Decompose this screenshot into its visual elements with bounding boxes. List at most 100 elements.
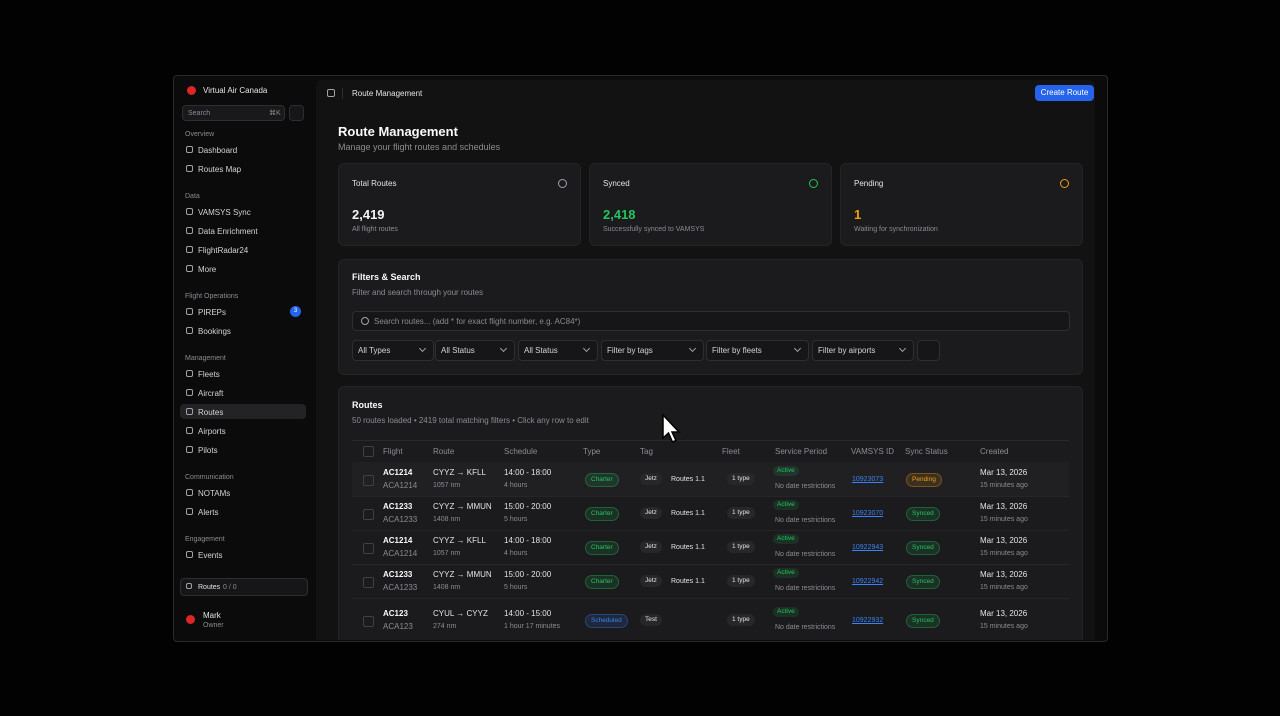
table-row[interactable] <box>352 564 1069 599</box>
column-header: Route <box>433 447 455 456</box>
row-checkbox[interactable] <box>363 509 374 520</box>
user-avatar <box>186 615 195 624</box>
stat-card: Synced 2,418 Successfully synced to VAMSYS <box>589 163 832 246</box>
select-all-checkbox[interactable] <box>363 446 374 457</box>
type-badge: Charter <box>585 473 619 487</box>
icon <box>186 427 193 434</box>
row-checkbox[interactable] <box>363 543 374 554</box>
filter-select[interactable] <box>812 340 914 361</box>
search-shortcut: ⌘K <box>269 110 281 117</box>
icon <box>186 227 193 234</box>
column-header: Type <box>583 447 601 456</box>
filter-select[interactable] <box>601 340 704 361</box>
duration: 5 hours <box>504 516 528 523</box>
filter-select[interactable] <box>352 340 434 361</box>
icon <box>186 146 193 153</box>
search-input[interactable] <box>352 311 1070 331</box>
service-note: No date restrictions <box>775 585 836 592</box>
flight-number: AC123 <box>383 609 408 618</box>
row-checkbox[interactable] <box>363 577 374 588</box>
icon <box>186 408 193 415</box>
route: CYUL → CYYZ <box>433 609 488 618</box>
section-title: Overview <box>185 131 215 138</box>
flight-number: AC1233 <box>383 502 413 511</box>
table-row[interactable] <box>352 496 1069 531</box>
filters-card: Filters & Search Filter and search throug… <box>338 259 1083 375</box>
nav-item[interactable]: Dashboard <box>198 146 238 155</box>
nav-item[interactable]: Airports <box>198 427 226 436</box>
nav-item[interactable]: VAMSYS Sync <box>198 208 251 217</box>
callsign: ACA1233 <box>383 583 418 592</box>
tag-badge: Test <box>640 614 662 626</box>
sync-badge: Pending <box>906 473 942 487</box>
type-badge: Scheduled <box>585 614 628 628</box>
create-route-button[interactable]: Create Route <box>1035 85 1094 101</box>
filter-select-label: Filter by tags <box>607 346 653 355</box>
nav-item[interactable]: Data Enrichment <box>198 227 258 236</box>
search-box[interactable] <box>182 105 285 121</box>
nav-item[interactable]: Fleets <box>198 370 220 379</box>
table-row[interactable] <box>352 462 1069 497</box>
row-checkbox[interactable] <box>363 616 374 627</box>
filter-button[interactable] <box>917 340 940 361</box>
nav-item[interactable]: More <box>198 265 217 274</box>
icon <box>186 508 193 515</box>
user-name: Mark <box>203 611 221 620</box>
fleet-tag: Routes 1.1 <box>671 510 705 517</box>
column-header: Sync Status <box>905 447 948 456</box>
stat-label: Synced <box>603 179 630 188</box>
add-button[interactable] <box>289 105 304 121</box>
vamsys-id[interactable]: 10923073 <box>852 476 884 483</box>
created-ago: 15 minutes ago <box>980 623 1028 630</box>
nav-item[interactable]: Aircraft <box>198 389 224 398</box>
nav-item[interactable]: Pilots <box>198 446 218 455</box>
org-logo <box>187 86 196 95</box>
stat-icon <box>809 179 818 188</box>
sync-badge: Synced <box>906 614 940 628</box>
table-row[interactable] <box>352 530 1069 565</box>
filter-select[interactable] <box>706 340 809 361</box>
stat-label: Total Routes <box>352 179 397 188</box>
nav-item[interactable]: NOTAMs <box>198 489 231 498</box>
icon <box>186 265 193 272</box>
filter-select[interactable] <box>518 340 598 361</box>
table-header <box>352 440 1069 464</box>
vamsys-id[interactable]: 10922942 <box>852 578 884 585</box>
row-checkbox[interactable] <box>363 475 374 486</box>
nav-item[interactable]: FlightRadar24 <box>198 246 249 255</box>
duration: 4 hours <box>504 550 528 557</box>
search-placeholder: Search routes... (add * for exact flight… <box>374 317 581 326</box>
column-header: Service Period <box>775 447 828 456</box>
nav-item[interactable]: PIREPs <box>198 308 227 317</box>
tag-badge: Jetz <box>640 541 662 553</box>
nav-item[interactable]: Bookings <box>198 327 231 336</box>
nav-item[interactable]: Routes Map <box>198 165 242 174</box>
table-row[interactable] <box>352 598 1069 640</box>
filter-select-label: All Types <box>358 346 391 355</box>
routes-card: Routes 50 routes loaded • 2419 total matc… <box>338 386 1083 640</box>
nav-active <box>180 404 306 419</box>
sync-badge: Synced <box>906 541 940 555</box>
filter-select[interactable] <box>435 340 515 361</box>
main-panel: Route Management Create Route Route Manage… <box>316 80 1095 640</box>
icon <box>186 327 193 334</box>
nav-item[interactable]: Routes <box>198 408 224 417</box>
icon <box>186 208 193 215</box>
tag-badge: Jetz <box>640 507 662 519</box>
vamsys-id[interactable]: 10923070 <box>852 510 884 517</box>
nav-item[interactable]: Events <box>198 551 223 560</box>
column-header: Flight <box>383 447 403 456</box>
stat-icon <box>1060 179 1069 188</box>
column-header: Tag <box>640 447 653 456</box>
vamsys-id[interactable]: 10922943 <box>852 544 884 551</box>
icon <box>186 370 193 377</box>
vamsys-id[interactable]: 10922932 <box>852 617 884 624</box>
schedule: 15:00 - 20:00 <box>504 502 552 511</box>
schedule: 14:00 - 18:00 <box>504 536 552 545</box>
nav-item[interactable]: Alerts <box>198 508 219 517</box>
page-title: Route Management <box>338 124 458 139</box>
filter-select-label: All Status <box>441 346 475 355</box>
created-ago: 15 minutes ago <box>980 516 1028 523</box>
fleet-tag: Routes 1.1 <box>671 544 705 551</box>
created-ago: 15 minutes ago <box>980 482 1028 489</box>
